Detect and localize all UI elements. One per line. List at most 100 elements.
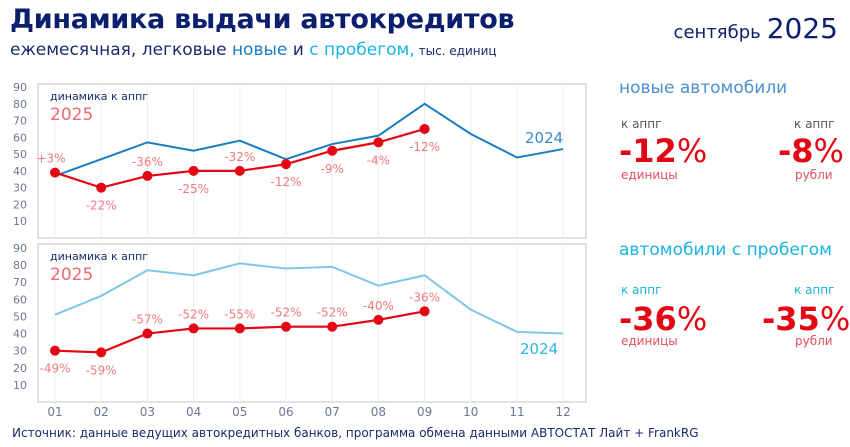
report-year: 2025	[766, 12, 838, 45]
y-tick-label: 30	[13, 345, 27, 358]
chart-frame	[37, 83, 587, 239]
x-tick-label: 08	[371, 405, 386, 419]
subtitle-used: с пробегом	[309, 40, 410, 60]
series-2025-point	[281, 159, 291, 170]
panel-new-left-unit: единицы	[621, 168, 678, 182]
subtitle-units: тыс. единиц	[414, 44, 497, 58]
series-2025-point	[96, 182, 107, 193]
series-2024-line	[54, 262, 564, 335]
page-title: Динамика выдачи автокредитов	[10, 4, 515, 35]
panel-new-left-label: к аппг	[621, 117, 662, 131]
series-2025-point	[419, 123, 430, 134]
data-label: -52%	[317, 306, 348, 320]
subtitle: ежемесячная, легковые новые и с пробегом…	[10, 40, 497, 60]
series-2025-point	[50, 345, 60, 356]
data-label: -52%	[178, 307, 209, 321]
panel-used-left-label: к аппг	[621, 283, 662, 297]
data-label: -59%	[86, 363, 117, 377]
panel-new-title: новые автомобили	[619, 78, 788, 98]
data-label: -36%	[409, 290, 440, 304]
x-axis-labels: 01 02 03 04 05 06 07 08 09 10 11 12	[47, 405, 570, 419]
y-tick-label: 80	[13, 98, 27, 111]
y-tick-label: 30	[13, 182, 27, 195]
data-label: -52%	[270, 306, 301, 320]
value: -35	[762, 300, 820, 338]
y-tick-label: 20	[13, 198, 27, 211]
data-label: -40%	[363, 299, 394, 313]
annotation-label: динамика к аппг	[50, 250, 148, 263]
x-tick-label: 01	[47, 405, 62, 419]
panel-used-right-value: -35%	[762, 300, 850, 338]
series-2025-point	[373, 137, 384, 148]
subtitle-text: ежемесячная, легковые	[10, 40, 232, 60]
y-tick-label: 40	[13, 165, 27, 178]
panel-used-left-unit: единицы	[621, 334, 678, 348]
subtitle-and: и	[287, 40, 310, 60]
series-2024-line	[54, 102, 564, 177]
value: -36	[619, 300, 677, 338]
data-label: -57%	[132, 313, 163, 327]
legend-2024: 2024	[520, 340, 558, 358]
y-tick-label: 90	[13, 242, 27, 255]
subtitle-new: новые	[231, 40, 288, 60]
series-2025-point	[373, 314, 384, 325]
data-label: -12%	[409, 140, 440, 154]
y-tick-label: 40	[13, 328, 27, 341]
x-tick-label: 06	[278, 405, 293, 419]
value: -12	[619, 132, 677, 170]
subtitle-comma: ,	[409, 40, 415, 60]
panel-new-right-unit: рубли	[795, 168, 833, 182]
y-tick-label: 20	[13, 362, 27, 375]
series-2025-point	[142, 328, 153, 339]
percent-sign: %	[813, 132, 844, 170]
data-label: -4%	[367, 153, 390, 167]
y-tick-label: 60	[13, 293, 27, 306]
series-2025-point	[188, 323, 199, 334]
x-tick-label: 10	[463, 405, 478, 419]
panel-used-title: автомобили с пробегом	[619, 240, 832, 260]
percent-sign: %	[819, 300, 850, 338]
series-2025-point	[142, 170, 153, 181]
panel-new-right-label: к аппг	[794, 117, 835, 131]
legend-2025: 2025	[50, 105, 93, 125]
data-label: -25%	[178, 182, 209, 196]
percent-sign: %	[676, 132, 708, 170]
y-tick-label: 50	[13, 310, 27, 323]
y-tick-label: 80	[13, 259, 27, 272]
x-tick-label: 09	[417, 405, 432, 419]
y-tick-label: 60	[13, 131, 27, 144]
y-tick-label: 10	[13, 215, 27, 228]
x-tick-label: 03	[140, 405, 155, 419]
series-2025-point	[281, 321, 291, 332]
panel-new-left-value: -12%	[619, 132, 707, 170]
source-note: Источник: данные ведущих автокредитных б…	[12, 426, 699, 440]
panel-used-right-label: к аппг	[794, 283, 835, 297]
data-label: -55%	[224, 307, 255, 321]
series-2025-point	[188, 165, 199, 176]
series-2025-point	[234, 165, 245, 176]
chart-used-cars: 10 20 30 40 50 60 70 80 90 динамика к аппг 2025 202…	[13, 242, 587, 403]
percent-sign: %	[676, 300, 708, 338]
panel-used-left-value: -36%	[619, 300, 707, 338]
y-tick-label: 70	[13, 115, 27, 128]
data-label: -32%	[224, 150, 255, 164]
x-tick-label: 05	[232, 405, 247, 419]
series-2025-point	[50, 167, 60, 178]
x-tick-label: 11	[509, 405, 524, 419]
series-2025-point	[419, 306, 430, 317]
annotation-label: динамика к аппг	[50, 90, 148, 103]
data-label: +3%	[36, 152, 65, 166]
y-tick-label: 70	[13, 276, 27, 289]
panel-used-right-unit: рубли	[795, 334, 833, 348]
series-2025-point	[327, 145, 338, 156]
y-tick-label: 10	[13, 379, 27, 392]
y-tick-label: 50	[13, 148, 27, 161]
panel-new-right-value: -8%	[778, 132, 844, 170]
y-tick-label: 90	[13, 81, 27, 94]
chart-frame	[37, 243, 587, 403]
legend-2025: 2025	[50, 265, 93, 285]
data-label: -22%	[86, 199, 117, 213]
series-2025-point	[234, 323, 245, 334]
chart-new-cars: 10 20 30 40 50 60 70 80 90 динамика к аппг 2025 202…	[13, 81, 587, 239]
